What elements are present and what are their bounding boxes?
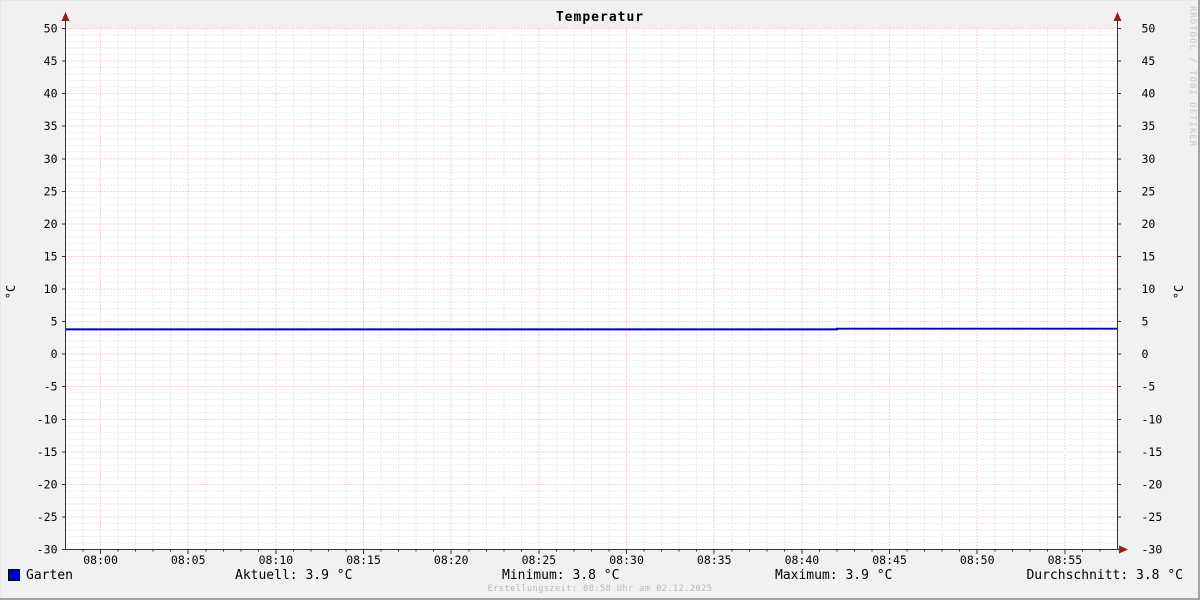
svg-text:15: 15 <box>44 249 58 263</box>
svg-text:40: 40 <box>44 87 58 101</box>
svg-text:50: 50 <box>1142 22 1156 36</box>
chart-title: Temperatur <box>555 10 645 25</box>
svg-text:0: 0 <box>51 347 58 361</box>
svg-text:20: 20 <box>44 217 58 231</box>
svg-text:08:45: 08:45 <box>872 553 907 567</box>
stat-current: Aktuell: 3.9 °C <box>235 568 353 583</box>
svg-text:-30: -30 <box>37 543 58 557</box>
svg-text:-20: -20 <box>1142 477 1163 491</box>
svg-text:-10: -10 <box>1142 412 1163 426</box>
svg-text:45: 45 <box>44 54 58 68</box>
svg-text:30: 30 <box>44 152 58 166</box>
svg-text:5: 5 <box>51 315 58 329</box>
rrdtool-watermark: RRDTOOL / TOBI OETIKER <box>1187 6 1197 148</box>
x-tick-labels: 08:00 08:05 08:10 08:15 08:20 08:25 08:30 08:35… <box>83 553 1082 567</box>
legend-row: Garten Aktuell: 3.9 °C Minimum: 3.8 °C M… <box>0 568 1200 584</box>
axes <box>62 19 1122 554</box>
svg-text:08:50: 08:50 <box>960 553 995 567</box>
grid-major <box>65 28 1118 550</box>
series-line-garten <box>65 327 1118 331</box>
svg-text:35: 35 <box>44 119 58 133</box>
svg-text:40: 40 <box>1142 87 1156 101</box>
svg-text:08:30: 08:30 <box>609 553 644 567</box>
svg-text:5: 5 <box>1142 315 1149 329</box>
stat-average: Durchschnitt: 3.8 °C <box>1026 568 1183 583</box>
svg-text:08:15: 08:15 <box>346 553 381 567</box>
svg-text:-25: -25 <box>1142 510 1163 524</box>
svg-text:-20: -20 <box>37 477 58 491</box>
svg-text:08:40: 08:40 <box>785 553 820 567</box>
stat-maximum: Maximum: 3.9 °C <box>775 568 893 583</box>
svg-text:25: 25 <box>1142 184 1156 198</box>
svg-text:25: 25 <box>44 184 58 198</box>
svg-text:-15: -15 <box>1142 445 1163 459</box>
svg-text:-25: -25 <box>37 510 58 524</box>
svg-text:08:20: 08:20 <box>434 553 469 567</box>
y-tick-labels: -30 -30 -25 -25 -20 -20 -15 -15 -10 -10 -5 -5 0 0 5 5 10… <box>37 22 1163 557</box>
svg-text:-30: -30 <box>1142 543 1163 557</box>
svg-text:-10: -10 <box>37 412 58 426</box>
svg-text:45: 45 <box>1142 54 1156 68</box>
svg-text:-15: -15 <box>37 445 58 459</box>
svg-text:08:55: 08:55 <box>1048 553 1083 567</box>
svg-text:50: 50 <box>44 22 58 36</box>
svg-text:-5: -5 <box>44 380 58 394</box>
svg-text:0: 0 <box>1142 347 1149 361</box>
svg-text:10: 10 <box>1142 282 1156 296</box>
svg-text:08:00: 08:00 <box>83 553 118 567</box>
svg-text:08:25: 08:25 <box>522 553 557 567</box>
series-label: Garten <box>26 568 73 583</box>
axis-arrows <box>61 12 1128 554</box>
series-color-swatch <box>8 569 20 581</box>
svg-text:10: 10 <box>44 282 58 296</box>
svg-text:20: 20 <box>1142 217 1156 231</box>
svg-text:30: 30 <box>1142 152 1156 166</box>
svg-text:08:10: 08:10 <box>259 553 294 567</box>
creation-timestamp: Erstellungszeit: 08:58 Uhr am 02.12.2025 <box>487 584 713 594</box>
grid-minor <box>65 28 1118 550</box>
svg-text:-5: -5 <box>1142 380 1156 394</box>
svg-text:08:05: 08:05 <box>171 553 206 567</box>
stat-minimum: Minimum: 3.8 °C <box>502 568 620 583</box>
svg-text:08:35: 08:35 <box>697 553 732 567</box>
svg-text:15: 15 <box>1142 249 1156 263</box>
svg-text:35: 35 <box>1142 119 1156 133</box>
